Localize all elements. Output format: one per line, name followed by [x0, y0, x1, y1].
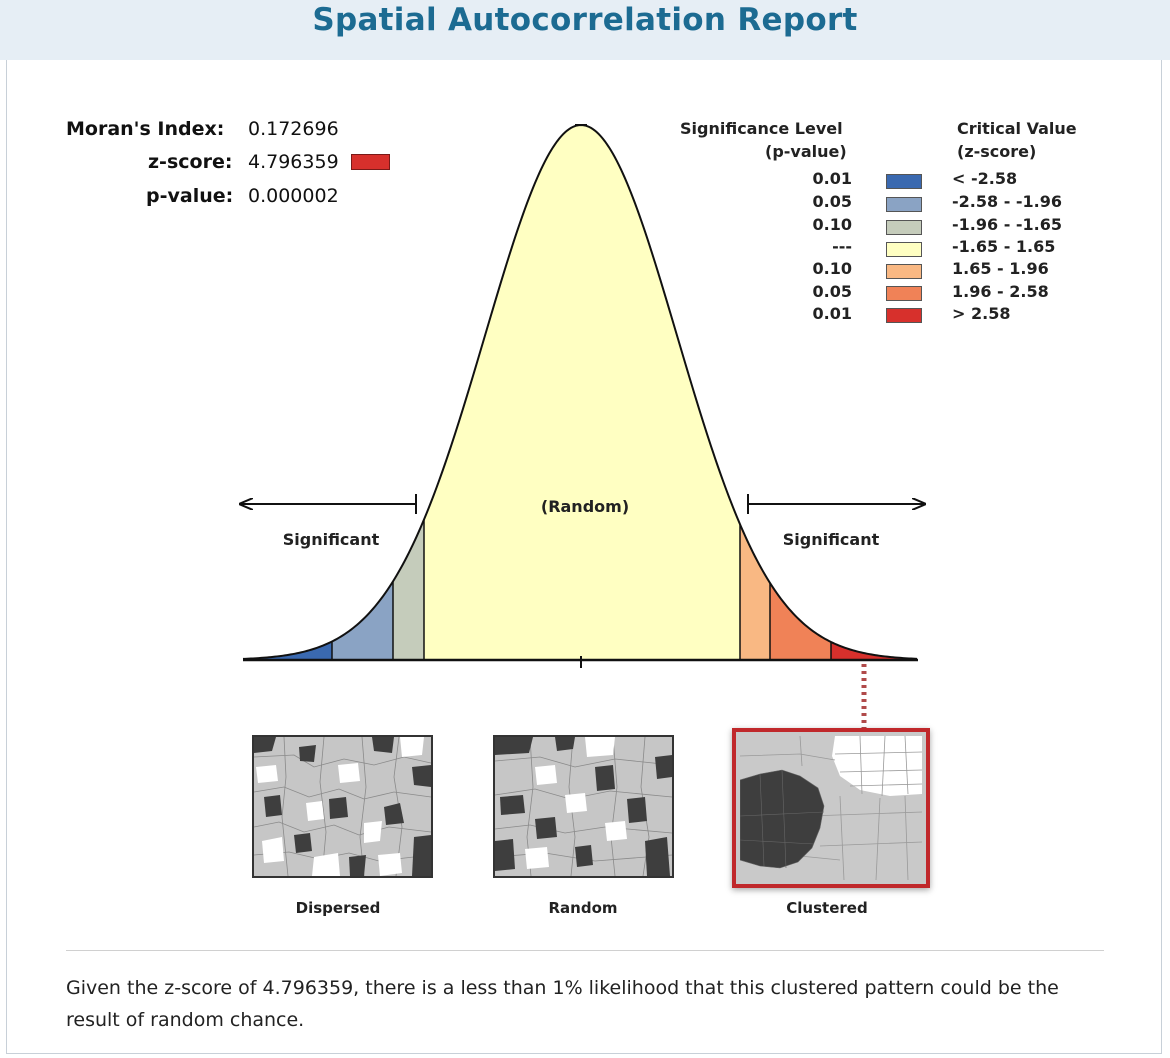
legend-pvalue: 0.10: [812, 259, 852, 278]
legend-swatch: [886, 308, 922, 323]
random-map: [493, 735, 674, 878]
zscore-header: (z-score): [957, 142, 1037, 161]
pvalue-label: p-value:: [146, 185, 234, 207]
legend-swatch: [886, 286, 922, 301]
morans-index-value: 0.172696: [248, 118, 339, 140]
zscore-value: 4.796359: [248, 151, 339, 173]
random-region-label: (Random): [541, 497, 629, 516]
dispersed-map-image: [254, 737, 431, 876]
pvalue-value: 0.000002: [248, 185, 339, 207]
morans-index-label: Moran's Index:: [66, 118, 225, 140]
clustered-map: [732, 728, 930, 888]
pvalue-header: (p-value): [765, 142, 847, 161]
random-pattern-label: Random: [548, 899, 618, 917]
legend-zscore: -1.96 - -1.65: [952, 215, 1063, 234]
legend-swatch: [886, 242, 922, 257]
region-neg-196: [332, 125, 393, 660]
report-panel: [6, 60, 1162, 1054]
critical-value-header: Critical Value: [957, 119, 1077, 138]
report-title: Spatial Autocorrelation Report: [312, 2, 858, 38]
right-significant-label: Significant: [783, 530, 880, 549]
curve-regions: [243, 125, 918, 660]
dispersed-label: Dispersed: [295, 899, 381, 917]
left-significant-label: Significant: [283, 530, 380, 549]
region-neg-165: [393, 125, 424, 660]
region-neg-258: [243, 125, 332, 660]
zscore-label: z-score:: [148, 151, 233, 173]
legend-pvalue: 0.10: [812, 215, 852, 234]
region-pos-196: [770, 125, 831, 660]
legend-swatch: [886, 220, 922, 235]
region-pos-165: [740, 125, 770, 660]
legend-pvalue: 0.05: [812, 192, 852, 211]
clustered-label: Clustered: [786, 899, 868, 917]
clustered-map-image: [740, 736, 922, 880]
section-divider: [66, 950, 1104, 951]
legend-swatch: [886, 174, 922, 189]
legend-swatch: [886, 197, 922, 212]
legend-pvalue: 0.01: [812, 304, 852, 323]
legend-zscore: < -2.58: [952, 169, 1018, 188]
report-header: Spatial Autocorrelation Report: [0, 0, 1170, 60]
legend-zscore: -1.65 - 1.65: [952, 237, 1056, 256]
legend-pvalue: 0.01: [812, 169, 852, 188]
legend-pvalue: 0.05: [812, 282, 852, 301]
normal-distribution-diagram: Significant (Random) Significant: [0, 123, 1170, 730]
legend-zscore: > 2.58: [952, 304, 1011, 323]
legend-zscore: 1.65 - 1.96: [952, 259, 1049, 278]
legend-zscore: -2.58 - -1.96: [952, 192, 1063, 211]
dispersed-map: [252, 735, 433, 878]
random-map-image: [495, 737, 672, 876]
region-pos-258: [831, 125, 918, 660]
legend-pvalue: ---: [832, 237, 852, 256]
band-separators: [331, 519, 832, 660]
summary-text: Given the z-score of 4.796359, there is …: [66, 977, 1059, 1031]
significance-level-header: Significance Level: [680, 119, 843, 138]
zscore-color-badge: [351, 154, 390, 170]
legend-swatch: [886, 264, 922, 279]
legend-zscore: 1.96 - 2.58: [952, 282, 1049, 301]
